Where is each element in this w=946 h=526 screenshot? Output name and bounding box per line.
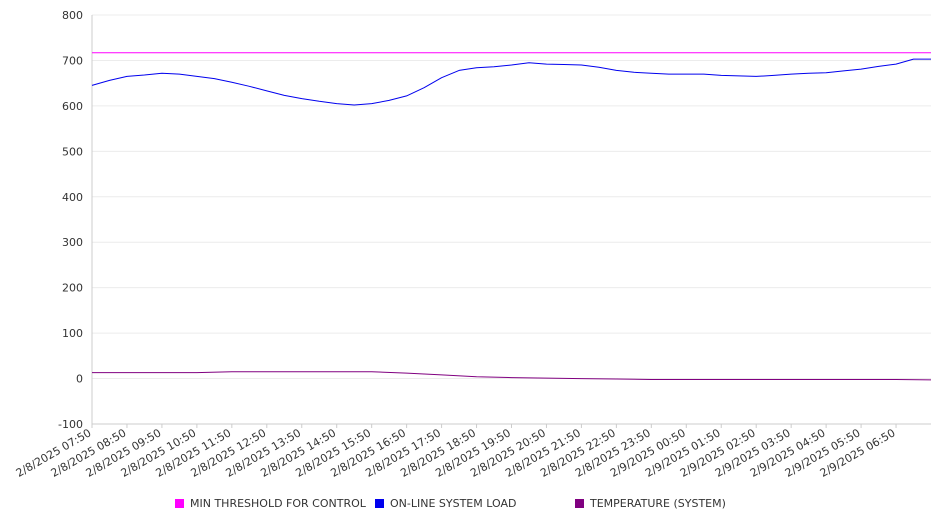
y-tick-label: 100 <box>62 327 83 340</box>
y-tick-label: 500 <box>62 145 83 158</box>
grid-lines <box>92 14 931 380</box>
axes <box>91 15 931 425</box>
y-tick-labels: -100 0 100 200 300 400 500 600 700 800 <box>58 9 83 431</box>
y-tick-label: 200 <box>62 282 83 295</box>
legend-label-system-load: ON-LINE SYSTEM LOAD <box>390 497 517 510</box>
series-lines <box>91 52 932 381</box>
y-tick-label: 400 <box>62 191 83 204</box>
legend-swatch-min-threshold <box>175 499 184 508</box>
legend-item-temperature[interactable]: TEMPERATURE (SYSTEM) <box>575 497 726 510</box>
y-tick-label: 300 <box>62 236 83 249</box>
legend-label-temperature: TEMPERATURE (SYSTEM) <box>590 497 726 510</box>
series-system-load-line <box>91 58 931 106</box>
legend-swatch-temperature <box>575 499 584 508</box>
y-tick-label: 600 <box>62 100 83 113</box>
legend-item-system-load[interactable]: ON-LINE SYSTEM LOAD <box>375 497 516 510</box>
legend-label-min-threshold: MIN THRESHOLD FOR CONTROL <box>190 497 366 510</box>
legend-swatch-system-load <box>375 499 384 508</box>
x-tick-labels: 2/8/2025 07:502/8/2025 08:502/8/2025 09:… <box>14 424 898 480</box>
legend-item-min-threshold[interactable]: MIN THRESHOLD FOR CONTROL <box>175 497 366 510</box>
y-tick-label: 0 <box>76 373 83 386</box>
y-tick-label: 800 <box>62 9 83 22</box>
y-tick-label: -100 <box>58 418 83 431</box>
series-temperature-line <box>92 371 932 381</box>
y-tick-label: 700 <box>62 54 83 67</box>
legend: MIN THRESHOLD FOR CONTROL ON-LINE SYSTEM… <box>0 497 946 515</box>
